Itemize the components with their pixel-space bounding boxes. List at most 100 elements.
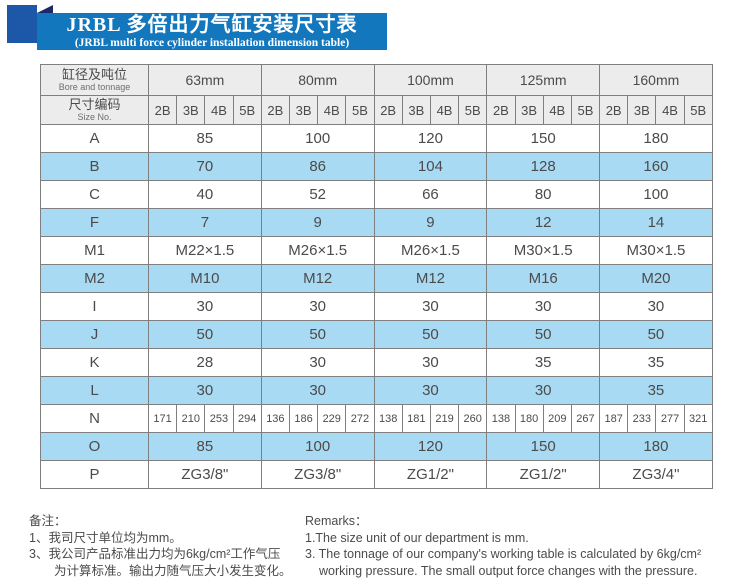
row-label: O — [40, 432, 149, 461]
dim-value-cell: M26×1.5 — [373, 236, 488, 265]
size-code-header: 3B — [401, 95, 431, 125]
dim-value-cell: 181 — [401, 404, 431, 433]
dim-value-cell: 50 — [486, 320, 601, 349]
table-row-O: O 85 100 120 150 180 — [40, 432, 713, 461]
dim-value-cell: 120 — [373, 124, 488, 153]
size-code-header: 2B — [486, 95, 516, 125]
dim-value-cell: 138 — [373, 404, 403, 433]
dim-value-cell: 30 — [260, 292, 375, 321]
size-code-header: 5B — [232, 95, 262, 125]
size-no-header: 尺寸编码 Size No. — [40, 95, 149, 125]
dim-value-cell: 100 — [599, 180, 713, 209]
dim-value-cell: 260 — [458, 404, 488, 433]
dim-value-cell: 30 — [486, 292, 601, 321]
dim-value-cell: 187 — [599, 404, 629, 433]
size-no-label-zh: 尺寸编码 — [68, 97, 121, 112]
dim-value-cell: 30 — [260, 348, 375, 377]
bore-group-header: 160mm — [599, 64, 713, 96]
dim-value-cell: 233 — [627, 404, 657, 433]
row-label: M2 — [40, 264, 149, 293]
header-row-bore: 缸径及吨位 Bore and tonnage 63mm 80mm 100mm 125mm 1… — [40, 64, 713, 96]
header-row-size: 尺寸编码 Size No. 2B 3B 4B 5B 2B 3B 4B 5B 2B 3B 4B 5B 2B 3B… — [40, 95, 713, 125]
dim-value-cell: 150 — [486, 432, 601, 461]
size-no-label-en: Size No. — [77, 112, 112, 122]
dim-value-cell: M30×1.5 — [486, 236, 601, 265]
bore-group-header: 63mm — [148, 64, 262, 96]
dim-value-cell: 52 — [260, 180, 375, 209]
dim-value-cell: 209 — [542, 404, 572, 433]
dim-value-cell: 180 — [599, 124, 713, 153]
size-code-header: 3B — [288, 95, 319, 125]
notes-chinese: 备注： 1、我司尺寸单位均为mm。 3、我公司产品标准出力均为6kg/cm²工作气… — [29, 513, 292, 579]
dim-value-cell: M12 — [373, 264, 488, 293]
dim-value-cell: 180 — [599, 432, 713, 461]
table-row-L: L 30 30 30 30 35 — [40, 376, 713, 405]
dim-value-cell: 321 — [683, 404, 713, 433]
bore-group-header: 100mm — [373, 64, 488, 96]
dim-value-cell: 35 — [486, 348, 601, 377]
size-code-header: 3B — [176, 95, 206, 125]
size-code-header: 2B — [147, 95, 178, 125]
dim-value-cell: 50 — [373, 320, 488, 349]
dim-value-cell: 138 — [486, 404, 516, 433]
table-row-P: P ZG3/8" ZG3/8" ZG1/2" ZG1/2" ZG3/4" — [40, 460, 713, 489]
row-label: F — [40, 208, 149, 237]
row-label: K — [40, 348, 149, 377]
dim-value-cell: 180 — [514, 404, 544, 433]
note-zh-line: 1、我司尺寸单位均为mm。 — [29, 530, 182, 545]
dim-value-cell: 14 — [599, 208, 713, 237]
dim-value-cell: 219 — [429, 404, 460, 433]
row-label: J — [40, 320, 149, 349]
dim-value-cell: 70 — [148, 152, 262, 181]
row-label: N — [40, 404, 149, 433]
dim-value-cell: 40 — [148, 180, 262, 209]
dim-value-cell: 30 — [260, 376, 375, 405]
size-code-header: 5B — [458, 95, 488, 125]
note-zh-line: 为计算标准。输出力随气压大小发生变化。 — [54, 563, 292, 578]
dim-value-cell: 80 — [486, 180, 601, 209]
dim-value-cell: 12 — [486, 208, 601, 237]
dim-value-cell: 100 — [260, 432, 375, 461]
row-label: P — [40, 460, 149, 489]
row-label: C — [40, 180, 149, 209]
row-label: I — [40, 292, 149, 321]
page-subtitle: (JRBL multi force cylinder installation … — [74, 37, 350, 49]
size-code-header: 3B — [627, 95, 657, 125]
dim-value-cell: 50 — [148, 320, 262, 349]
size-code-header: 4B — [204, 95, 234, 125]
table-row-N: N 171 210 253 294 136 186 229 272 138 181 219 260 138… — [40, 404, 713, 433]
size-code-header: 5B — [570, 95, 601, 125]
dim-value-cell: 210 — [176, 404, 206, 433]
table-row-J: J 50 50 50 50 50 — [40, 320, 713, 349]
dim-value-cell: M30×1.5 — [599, 236, 713, 265]
dim-value-cell: 35 — [599, 376, 713, 405]
dim-value-cell: 100 — [260, 124, 375, 153]
size-code-header: 3B — [514, 95, 544, 125]
note-zh-line: 3、我公司产品标准出力均为6kg/cm²工作气压 — [29, 547, 281, 561]
dim-value-cell: ZG3/8" — [260, 460, 375, 489]
dim-value-cell: 267 — [570, 404, 601, 433]
size-code-header: 2B — [373, 95, 403, 125]
dim-value-cell: 30 — [373, 292, 488, 321]
dim-value-cell: M16 — [486, 264, 601, 293]
size-code-header: 4B — [317, 95, 347, 125]
row-label: A — [40, 124, 149, 153]
table-row-K: K 28 30 30 35 35 — [40, 348, 713, 377]
table-row-M2: M2 M10 M12 M12 M16 M20 — [40, 264, 713, 293]
dim-value-cell: 171 — [147, 404, 178, 433]
size-code-header: 4B — [655, 95, 685, 125]
dim-value-cell: M12 — [260, 264, 375, 293]
size-code-header: 2B — [599, 95, 629, 125]
dim-value-cell: 30 — [373, 348, 488, 377]
dim-value-cell: 9 — [373, 208, 488, 237]
size-code-header: 4B — [542, 95, 572, 125]
dim-value-cell: 50 — [599, 320, 713, 349]
size-code-header: 5B — [345, 95, 375, 125]
dim-value-cell: 35 — [599, 348, 713, 377]
dim-value-cell: 30 — [148, 292, 262, 321]
table-row-M1: M1 M22×1.5 M26×1.5 M26×1.5 M30×1.5 M30×1.5 — [40, 236, 713, 265]
dim-value-cell: 128 — [486, 152, 601, 181]
dim-value-cell: 229 — [317, 404, 347, 433]
dim-value-cell: 7 — [148, 208, 262, 237]
table-row-F: F 7 9 9 12 14 — [40, 208, 713, 237]
